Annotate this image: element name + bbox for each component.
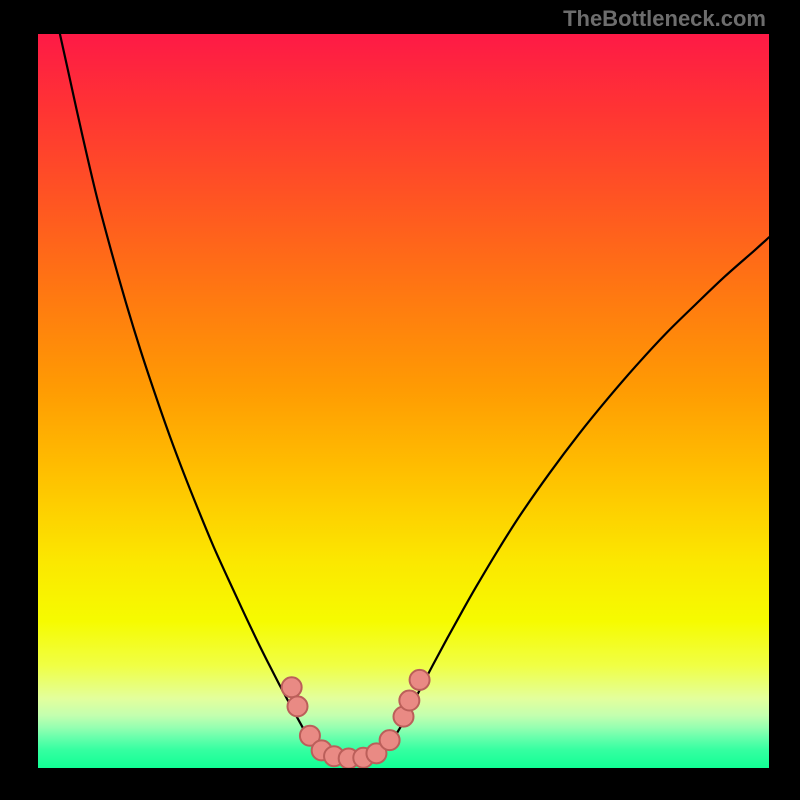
data-marker	[288, 696, 308, 716]
data-marker	[410, 670, 430, 690]
chart-stage: TheBottleneck.com	[0, 0, 800, 800]
plot-background	[38, 34, 769, 768]
data-marker	[380, 730, 400, 750]
data-marker	[282, 677, 302, 697]
data-marker	[399, 690, 419, 710]
v-curve-chart	[38, 34, 769, 768]
watermark-text: TheBottleneck.com	[563, 6, 766, 32]
